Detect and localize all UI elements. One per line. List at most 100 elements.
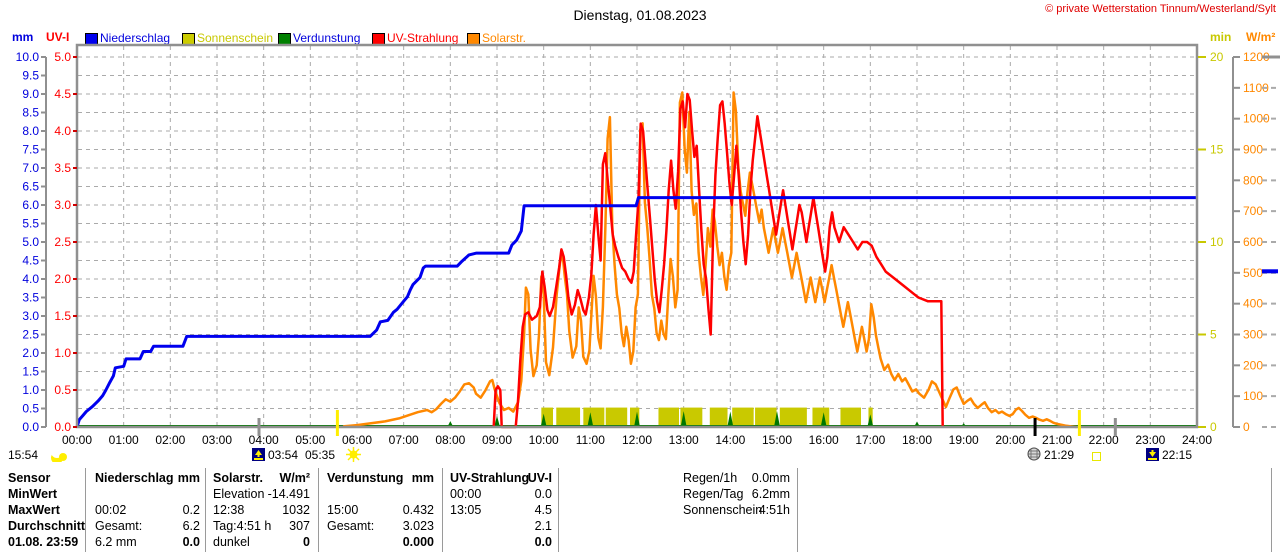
moon-icon	[51, 449, 67, 462]
sunshine-bar	[779, 407, 807, 426]
x-tick-label: 23:00	[1135, 433, 1165, 447]
table-row-label: MinWert	[8, 487, 58, 501]
table-separator	[205, 468, 206, 552]
x-tick-label: 21:00	[1042, 433, 1072, 447]
x-tick-label: 08:00	[435, 433, 465, 447]
min-tick-label: 10	[1210, 235, 1224, 249]
evaporation-spike	[820, 412, 827, 427]
mm-tick-label: 2.5	[22, 328, 39, 342]
axis-title-mm: mm	[12, 30, 34, 44]
uvi-tick-label: 2.0	[54, 272, 71, 286]
table-separator	[85, 468, 86, 552]
wm2-tick-label: 100	[1243, 389, 1263, 403]
sunshine-bar	[541, 407, 553, 426]
mm-tick-label: 6.5	[22, 180, 39, 194]
mm-tick-label: 7.0	[22, 161, 39, 175]
table-col-title: Verdunstung	[327, 471, 404, 485]
sunshine-bar	[840, 407, 861, 426]
table-cell-time: 12:38	[213, 503, 245, 517]
legend-label-4: UV-Strahlung	[387, 31, 459, 45]
x-tick-label: 22:00	[1089, 433, 1119, 447]
table-cell-value: 4.5	[534, 503, 552, 517]
mm-tick-label: 8.5	[22, 106, 39, 120]
table-cell-value: 3.023	[402, 519, 434, 533]
series-niederschlag	[75, 196, 1197, 428]
table-cell-value: 1032	[282, 503, 310, 517]
uvi-tick-label: 4.5	[54, 87, 71, 101]
wm2-tick-label: 400	[1243, 297, 1263, 311]
mm-tick-label: 4.0	[22, 272, 39, 286]
uvi-tick-label: 0.5	[54, 383, 71, 397]
dusk-icon	[1146, 448, 1159, 461]
dawn-icon	[252, 448, 265, 461]
uvi-tick-label: 2.5	[54, 235, 71, 249]
table-separator	[318, 468, 319, 552]
mm-tick-label: 3.0	[22, 309, 39, 323]
legend-label-3: Verdunstung	[293, 31, 361, 45]
table-cell-value: 0.0	[534, 487, 552, 501]
table-cell-value: 307	[289, 519, 310, 533]
table-col-title: Niederschlag	[95, 471, 174, 485]
evaporation-spike	[914, 421, 920, 427]
min-tick-label: 20	[1210, 50, 1224, 64]
uvi-tick-label: 5.0	[54, 50, 71, 64]
legend-label-2: Sonnenschein	[197, 31, 274, 45]
table-cell-time: Tag:4:51 h	[213, 519, 272, 533]
x-tick-label: 16:00	[809, 433, 839, 447]
evaporation-spike	[447, 421, 454, 427]
wm2-tick-label: 1200	[1243, 50, 1270, 64]
mm-tick-label: 6.0	[22, 198, 39, 212]
summary-label: Regen/Tag	[683, 487, 744, 501]
x-tick-label: 20:00	[995, 433, 1025, 447]
table-cell-value: 0.2	[182, 503, 200, 517]
x-tick-label: 07:00	[389, 433, 419, 447]
wm2-tick-label: 600	[1243, 235, 1263, 249]
table-cell-time: Elevation	[213, 487, 265, 501]
x-tick-label: 09:00	[482, 433, 512, 447]
table-separator	[442, 468, 443, 552]
mm-tick-label: 1.5	[22, 365, 39, 379]
evaporation-spike	[587, 412, 594, 427]
mm-tick-label: 10.0	[16, 50, 40, 64]
page-title: Dienstag, 01.08.2023	[573, 7, 707, 23]
table-separator	[558, 468, 559, 552]
table-cell-value: 0	[303, 535, 310, 549]
x-tick-label: 14:00	[715, 433, 745, 447]
evaporation-spike	[540, 413, 547, 427]
table-col-unit: W/m²	[279, 471, 310, 485]
wm2-tick-label: 1100	[1243, 81, 1269, 95]
sunshine-bar	[709, 407, 728, 426]
legend-label-5: Solarstr.	[482, 31, 527, 45]
table-row-label: Durchschnitt	[8, 519, 86, 533]
mm-tick-label: 9.0	[22, 87, 39, 101]
evaporation-spike	[634, 411, 640, 427]
sunshine-bar	[556, 407, 581, 426]
x-tick-label: 02:00	[155, 433, 185, 447]
uvi-tick-label: 3.0	[54, 198, 71, 212]
evaporation-spike	[774, 411, 780, 427]
sunset-time: 21:29	[1044, 448, 1075, 462]
table-cell-time: Gesamt:	[95, 519, 143, 533]
x-tick-label: 04:00	[249, 433, 279, 447]
uvi-tick-label: 3.5	[54, 161, 71, 175]
sunshine-bar	[812, 407, 830, 426]
table-col-title: UV-Strahlung	[450, 471, 530, 485]
sunshine-bar	[583, 407, 605, 426]
sunshine-bar	[658, 407, 679, 426]
mm-tick-label: 5.0	[22, 235, 39, 249]
summary-value: 4:51h	[758, 503, 790, 517]
wm2-tick-label: 900	[1243, 143, 1263, 157]
table-cell-value: -14.491	[267, 487, 310, 501]
wm2-tick-label: 300	[1243, 328, 1263, 342]
uvi-tick-label: 4.0	[54, 124, 71, 138]
wm2-tick-label: 700	[1243, 204, 1263, 218]
min-tick-label: 15	[1210, 143, 1224, 157]
copyright-note: © private Wetterstation Tinnum/Westerlan…	[1045, 3, 1276, 15]
x-tick-label: 24:00	[1182, 433, 1212, 447]
wm2-tick-label: 500	[1243, 266, 1263, 280]
sunshine-bar	[755, 407, 777, 426]
min-tick-label: 0	[1210, 420, 1217, 434]
sunrise-sun-icon	[346, 447, 361, 462]
table-cell-value: 6.2	[182, 519, 200, 533]
